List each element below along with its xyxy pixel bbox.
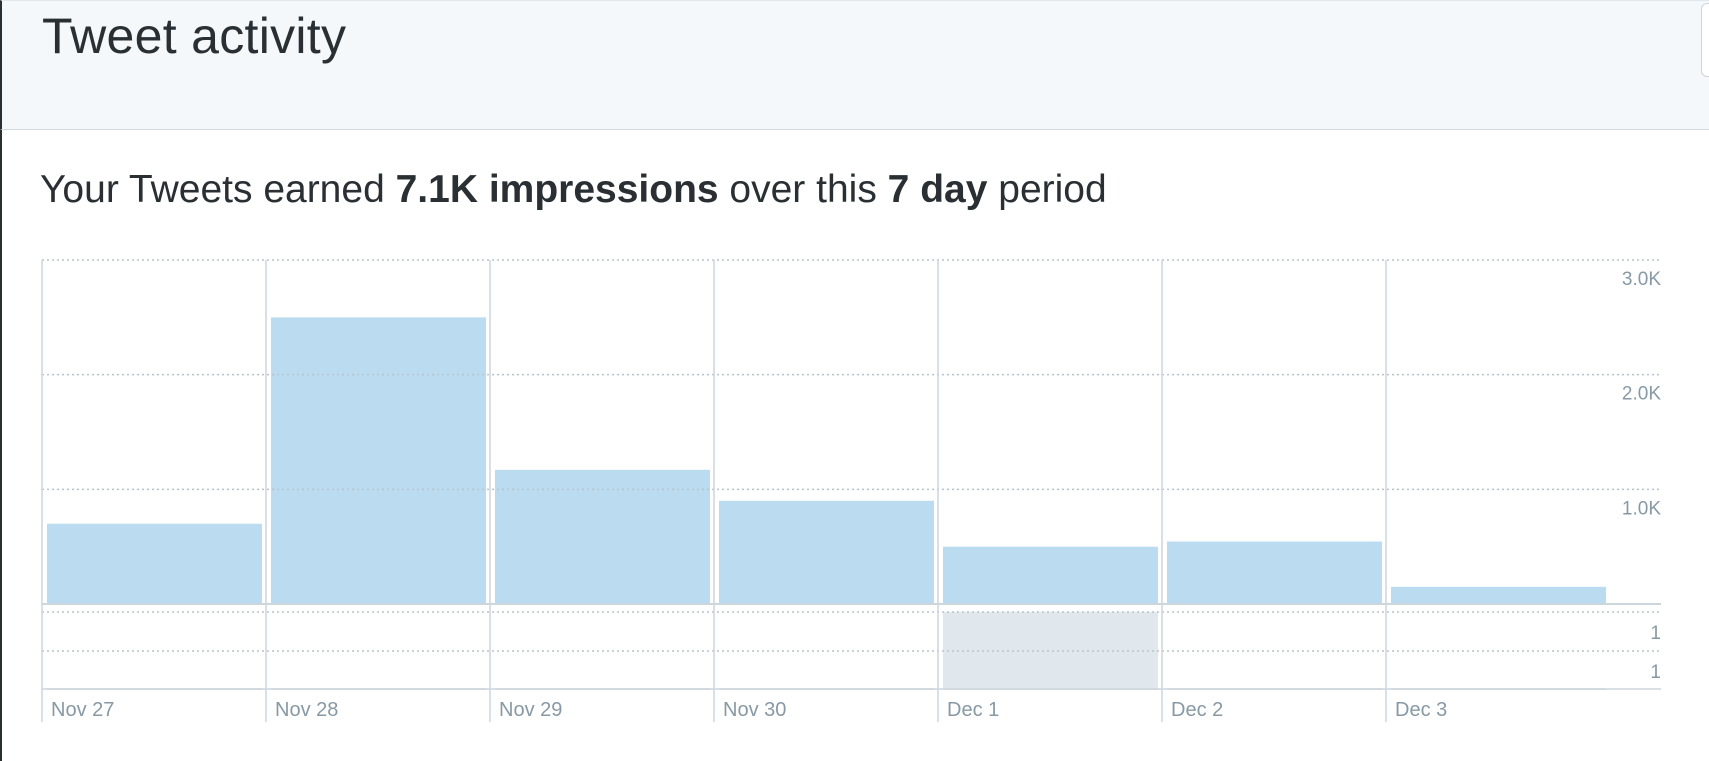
summary-middle: over this <box>729 168 877 211</box>
impressions-bar <box>1391 586 1606 604</box>
impressions-bar <box>271 317 486 604</box>
x-tick-label: Dec 3 <box>1395 699 1447 721</box>
y-tick-label: 1.0K <box>1622 498 1661 519</box>
impressions-bar <box>943 546 1158 604</box>
summary-prefix: Your Tweets earned <box>40 168 385 211</box>
summary-suffix: period <box>998 168 1107 211</box>
secondary-tick-label: 1 <box>1650 662 1661 683</box>
y-tick-label: 2.0K <box>1622 384 1661 405</box>
left-border <box>0 130 2 761</box>
summary-impressions: 7.1K impressions <box>395 168 719 211</box>
secondary-bar <box>943 612 1158 689</box>
impressions-bar <box>47 523 262 604</box>
x-tick-label: Nov 30 <box>723 699 786 721</box>
summary-period: 7 day <box>887 168 988 211</box>
impressions-bar <box>1167 541 1382 604</box>
impressions-bar <box>495 469 710 604</box>
page-header: Tweet activity <box>0 0 1709 130</box>
secondary-tick-label: 1 <box>1650 623 1661 644</box>
x-tick-label: Nov 29 <box>499 699 562 721</box>
x-tick-label: Nov 28 <box>275 699 338 721</box>
y-tick-label: 3.0K <box>1622 269 1661 290</box>
impressions-bar <box>719 500 934 604</box>
x-tick-label: Nov 27 <box>51 699 114 721</box>
x-tick-label: Dec 1 <box>947 699 999 721</box>
header-control-edge[interactable] <box>1701 3 1709 77</box>
impressions-summary: Your Tweets earned 7.1K impressions over… <box>40 168 1107 212</box>
x-tick-label: Dec 2 <box>1171 699 1223 721</box>
page-title: Tweet activity <box>42 8 347 64</box>
